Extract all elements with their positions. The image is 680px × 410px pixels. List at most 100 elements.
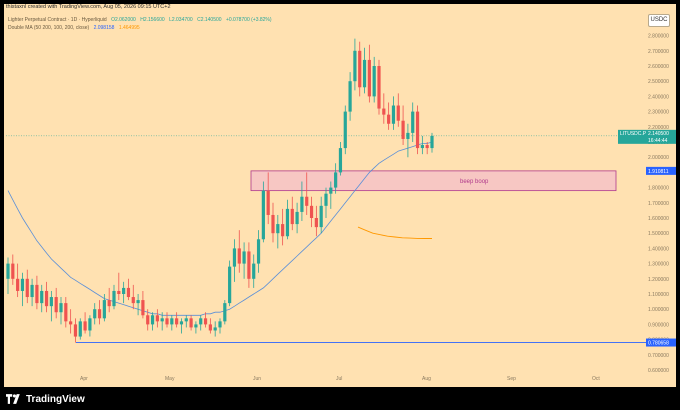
x-tick-label: Apr [80, 376, 88, 382]
candle-body [362, 59, 367, 88]
y-tick-label: 2.000000 [648, 155, 669, 161]
candle-body [11, 263, 15, 279]
y-tick-label: 1.200000 [648, 277, 669, 283]
candle-body [314, 218, 318, 228]
candle-body [266, 190, 270, 215]
candle-body [165, 318, 169, 325]
support-price-tag-bg [646, 338, 676, 347]
resistance-zone[interactable] [250, 170, 617, 192]
candle-body [35, 284, 39, 304]
ma-fast-line [7, 141, 433, 316]
candle-body [252, 263, 256, 279]
candle-body [425, 145, 429, 149]
symbol-legend: Lighter Perpetual Contract · 1D · Hyperl… [8, 17, 275, 23]
candle-body [377, 66, 381, 109]
price-axis: 2.800000 2.700000 2.600000 2.500000 2.400000… [648, 34, 669, 374]
candle-body [194, 324, 198, 328]
y-tick-label: 2.400000 [648, 94, 669, 100]
current-price-tag: LITUSDC.P 2.140500 16:44:44 [618, 129, 676, 144]
y-tick-label: 1.500000 [648, 231, 669, 237]
candle-body [20, 278, 25, 291]
candles [6, 38, 434, 343]
x-tick-label: Oct [592, 376, 600, 382]
candle-body [199, 318, 203, 325]
symbol-name: Lighter Perpetual Contract · 1D · Hyperl… [8, 17, 107, 23]
candle-body [396, 105, 400, 121]
y-tick-label: 1.400000 [648, 246, 669, 252]
x-tick-label: May [165, 376, 175, 382]
y-tick-label: 1.300000 [648, 262, 669, 268]
candle-body [324, 193, 328, 206]
y-tick-label: 2.300000 [648, 110, 669, 116]
brand-text: TradingView [26, 393, 85, 405]
candle-body [242, 251, 246, 264]
candle-body [309, 205, 314, 218]
ma-fast-value: 2.098158 [93, 25, 115, 31]
y-tick-label: 0.700000 [648, 353, 669, 359]
current-price-value: 2.140500 [648, 131, 669, 137]
chart-panel: thistaxnl created with TradingView.com, … [4, 4, 676, 387]
zone-label: beep boop [460, 179, 489, 185]
candle-body [305, 196, 309, 206]
y-tick-label: 2.200000 [648, 125, 669, 131]
candle-body [213, 327, 217, 331]
candle-body [329, 187, 333, 194]
candle-body [411, 111, 415, 133]
candle-body [88, 318, 92, 331]
candle-body [136, 300, 140, 304]
footer-bar: TradingView [0, 387, 680, 410]
candle-body [300, 196, 304, 212]
candle-body [285, 208, 290, 237]
candle-body [107, 300, 111, 307]
candle-body [271, 214, 275, 234]
candle-body [141, 300, 145, 316]
candle-body [131, 297, 135, 304]
y-tick-label: 1.600000 [648, 216, 669, 222]
candle-body [406, 132, 410, 139]
tradingview-brand[interactable]: TradingView [6, 392, 85, 406]
candle-body [112, 290, 116, 307]
current-price-tag-bg [618, 129, 676, 144]
y-tick-label: 2.700000 [648, 49, 669, 55]
candle-body [218, 321, 222, 328]
candle-body [44, 290, 49, 307]
zone-price-tag-bg [646, 166, 676, 175]
candle-body [175, 318, 179, 325]
candle-body [247, 251, 251, 279]
y-tick-label: 2.600000 [648, 64, 669, 70]
candle-body [93, 309, 97, 319]
candle-body [387, 114, 391, 124]
price-chart[interactable]: 2.800000 2.700000 2.600000 2.500000 2.400000… [0, 0, 680, 387]
ohlc-low: L2.034700 [169, 17, 193, 23]
candle-body [281, 224, 285, 237]
tradingview-logo-icon [6, 394, 20, 404]
candle-body [430, 135, 434, 149]
candle-body [295, 211, 299, 225]
y-tick-label: 2.500000 [648, 79, 669, 85]
candle-body [25, 278, 29, 298]
candle-body [122, 287, 126, 294]
candle-body [256, 239, 261, 264]
candle-body [382, 108, 386, 115]
candle-body [117, 290, 121, 294]
candle-body [83, 321, 87, 331]
candle-body [170, 318, 174, 325]
support-price-tag: 0.780658 [646, 338, 676, 347]
candle-body [179, 321, 184, 325]
candle-body [69, 321, 73, 325]
ma-label: Double MA (50 200, 100, 200, close) [8, 25, 90, 31]
ohlc-open: O2.062000 [111, 17, 136, 23]
candle-body [6, 263, 10, 279]
publish-info: thistaxnl created with TradingView.com, … [6, 4, 171, 10]
candle-body [30, 284, 34, 298]
candle-body [59, 303, 63, 313]
currency-button[interactable]: USDC [648, 14, 670, 27]
y-tick-label: 1.000000 [648, 307, 669, 313]
ohlc-high: H2.156600 [140, 17, 165, 23]
x-tick-label: Aug [422, 376, 431, 382]
candle-body [353, 50, 357, 82]
x-tick-label: Jun [253, 376, 261, 382]
candle-body [367, 59, 371, 97]
candle-body [276, 224, 280, 234]
ma-slow-line [357, 226, 432, 239]
